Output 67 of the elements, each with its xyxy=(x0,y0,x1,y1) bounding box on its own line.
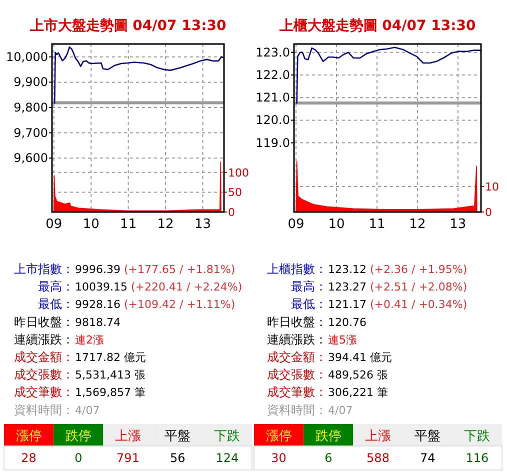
x-tick-label: 09 xyxy=(46,217,62,232)
text: 最高：10039.15 (+220.41 / +2.24%) xyxy=(38,280,242,294)
y-tick-label: 123.0 xyxy=(256,45,290,60)
y-tick-label: 9,700 xyxy=(14,126,48,140)
text: 資料時間：4/07 xyxy=(267,402,353,417)
category-label: 跌停 xyxy=(65,429,92,444)
data-label: 28 xyxy=(21,451,36,465)
chart-title: 上櫃大盤走勢圖 04/07 13:30 xyxy=(278,18,476,34)
y2-tick-label: 50 xyxy=(228,186,242,200)
chart-title: 上市大盤走勢圖 04/07 13:30 xyxy=(28,17,226,34)
y-tick-label: 9,600 xyxy=(14,151,48,166)
y-tick-label: 9,900 xyxy=(14,75,48,90)
data-label: 124 xyxy=(216,451,239,465)
y-tick-label: 119.0 xyxy=(256,136,290,150)
x-tick-label: 11 xyxy=(368,217,386,232)
text: 成交金額：1717.82 億元 xyxy=(14,350,146,364)
y2-tick-label: 0 xyxy=(228,206,235,219)
category-label: 平盤 xyxy=(164,429,191,444)
text: 最低：9928.16 (+109.42 / +1.11%) xyxy=(38,297,236,312)
text: 連續漲跌：連2漲 xyxy=(14,332,104,346)
line-series xyxy=(53,46,225,104)
category-label: 平盤 xyxy=(414,429,441,444)
text: 成交張數：5,531,413 張 xyxy=(14,368,146,382)
category-label: 漲停 xyxy=(266,429,292,444)
y2-tick-label: 0 xyxy=(485,206,492,219)
text: 成交張數：489,526 張 xyxy=(267,368,388,382)
y-tick-label: 121.0 xyxy=(256,90,290,105)
text: 最低：121.17 (+0.41 / +0.34%) xyxy=(291,297,468,312)
text: 資料時間：4/07 xyxy=(14,402,100,417)
category-label: 漲停 xyxy=(16,429,42,444)
x-tick-label: 11 xyxy=(120,217,137,232)
y-tick-label: 122.0 xyxy=(256,68,290,82)
y2-tick-label: 100 xyxy=(228,166,249,180)
text: 成交筆數：1,569,857 筆 xyxy=(14,385,146,400)
x-tick-label: 13 xyxy=(450,217,466,232)
data-label: 116 xyxy=(466,451,489,465)
y2-tick-label: 10 xyxy=(485,180,499,194)
text: 成交筆數：306,221 筆 xyxy=(267,385,388,400)
data-label: 74 xyxy=(420,451,436,465)
x-tick-label: 09 xyxy=(288,217,304,232)
data-label: 588 xyxy=(366,451,390,465)
y-tick-label: 10,000 xyxy=(6,50,48,64)
text: 昨日收盤：120.76 xyxy=(267,314,366,329)
text: 成交金額：394.41 億元 xyxy=(267,350,392,364)
text: 上市指數：9996.39 (+177.65 / +1.81%) xyxy=(14,262,236,276)
text: 最高：123.27 (+2.51 / +2.08%) xyxy=(291,280,468,294)
line-series xyxy=(295,46,482,104)
data-label: 0 xyxy=(74,451,82,465)
x-tick-label: 10 xyxy=(82,217,100,232)
category-label: 下跌 xyxy=(214,429,240,444)
category-label: 上漲 xyxy=(115,429,141,444)
category-label: 跌停 xyxy=(315,429,342,444)
y-tick-label: 9,800 xyxy=(14,100,48,115)
x-tick-label: 12 xyxy=(409,217,426,232)
data-label: 6 xyxy=(324,451,332,465)
category-label: 上漲 xyxy=(365,429,391,444)
x-tick-label: 13 xyxy=(194,217,212,232)
data-label: 791 xyxy=(116,451,140,465)
x-tick-label: 12 xyxy=(157,217,174,232)
data-label: 30 xyxy=(271,451,286,465)
text: 上櫃指數：123.12 (+2.36 / +1.95%) xyxy=(267,262,468,276)
text: 昨日收盤：9818.74 xyxy=(14,314,120,329)
category-label: 下跌 xyxy=(464,429,490,444)
text: 連續漲跌：連5漲 xyxy=(267,332,357,346)
data-label: 56 xyxy=(170,451,186,465)
y-tick-label: 120.0 xyxy=(256,113,290,128)
x-tick-label: 10 xyxy=(328,217,345,232)
